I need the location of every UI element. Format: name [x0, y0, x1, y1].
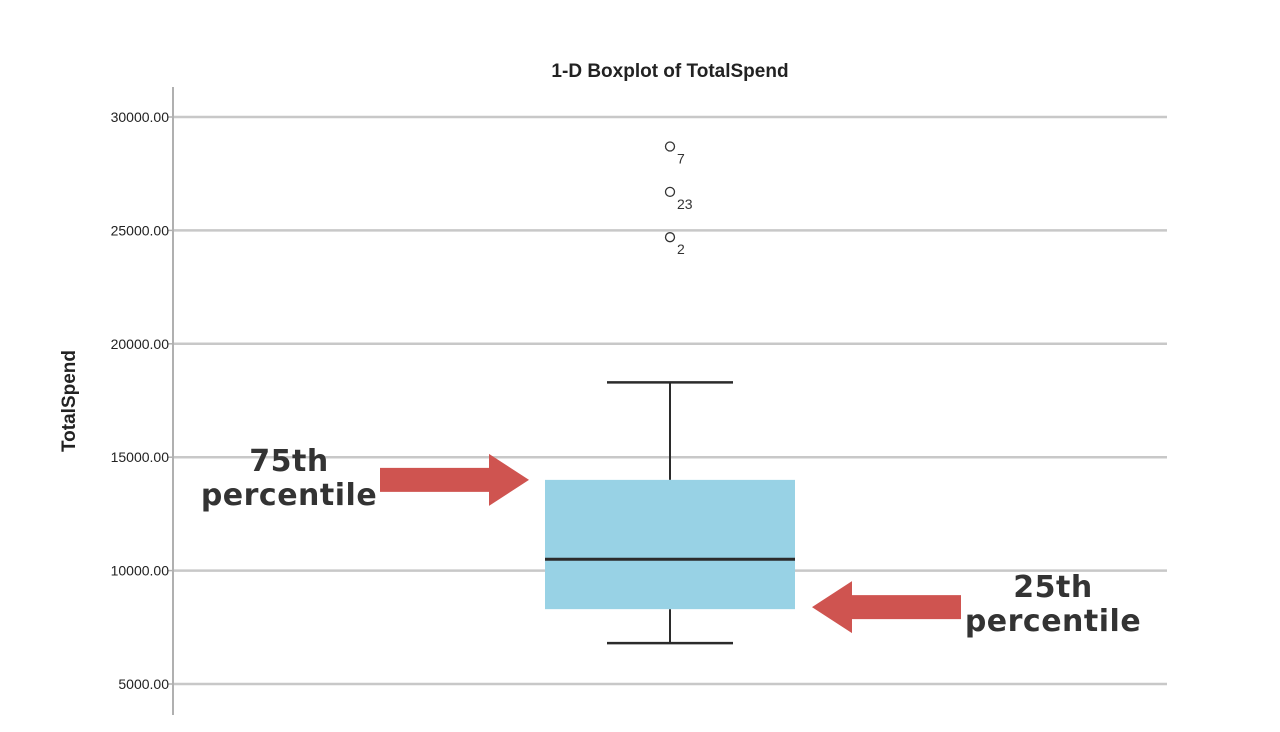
left-arrow [812, 581, 961, 634]
outlier-label: 23 [677, 196, 693, 212]
y-tick-label: 5000.00 [118, 676, 169, 692]
outlier-label: 2 [677, 241, 685, 257]
annotation-text: percentile [201, 478, 377, 513]
y-tick-label: 30000.00 [111, 109, 170, 125]
outlier-point [664, 141, 676, 152]
y-axis-ticks: 5000.00 10000.00 15000.00 20000.00 25000.00 3… [111, 109, 173, 692]
y-tick-label: 25000.00 [111, 222, 170, 238]
y-tick-label: 10000.00 [111, 563, 170, 579]
box-plot [545, 381, 795, 645]
annotation-text: 25th [1013, 570, 1092, 605]
outlier-point [664, 232, 676, 243]
interquartile-box [545, 479, 795, 610]
outliers: 7 23 2 [664, 141, 693, 257]
outlier-label: 7 [677, 150, 685, 166]
y-tick-label: 20000.00 [111, 336, 170, 352]
outlier-point [664, 186, 676, 197]
right-arrow [380, 453, 529, 506]
chart-title: 1-D Boxplot of TotalSpend [551, 61, 788, 82]
annotation-text: 75th [249, 444, 328, 479]
y-tick-label: 15000.00 [111, 449, 170, 465]
annotation-text: percentile [965, 604, 1141, 639]
y-axis-label: TotalSpend [59, 350, 80, 452]
